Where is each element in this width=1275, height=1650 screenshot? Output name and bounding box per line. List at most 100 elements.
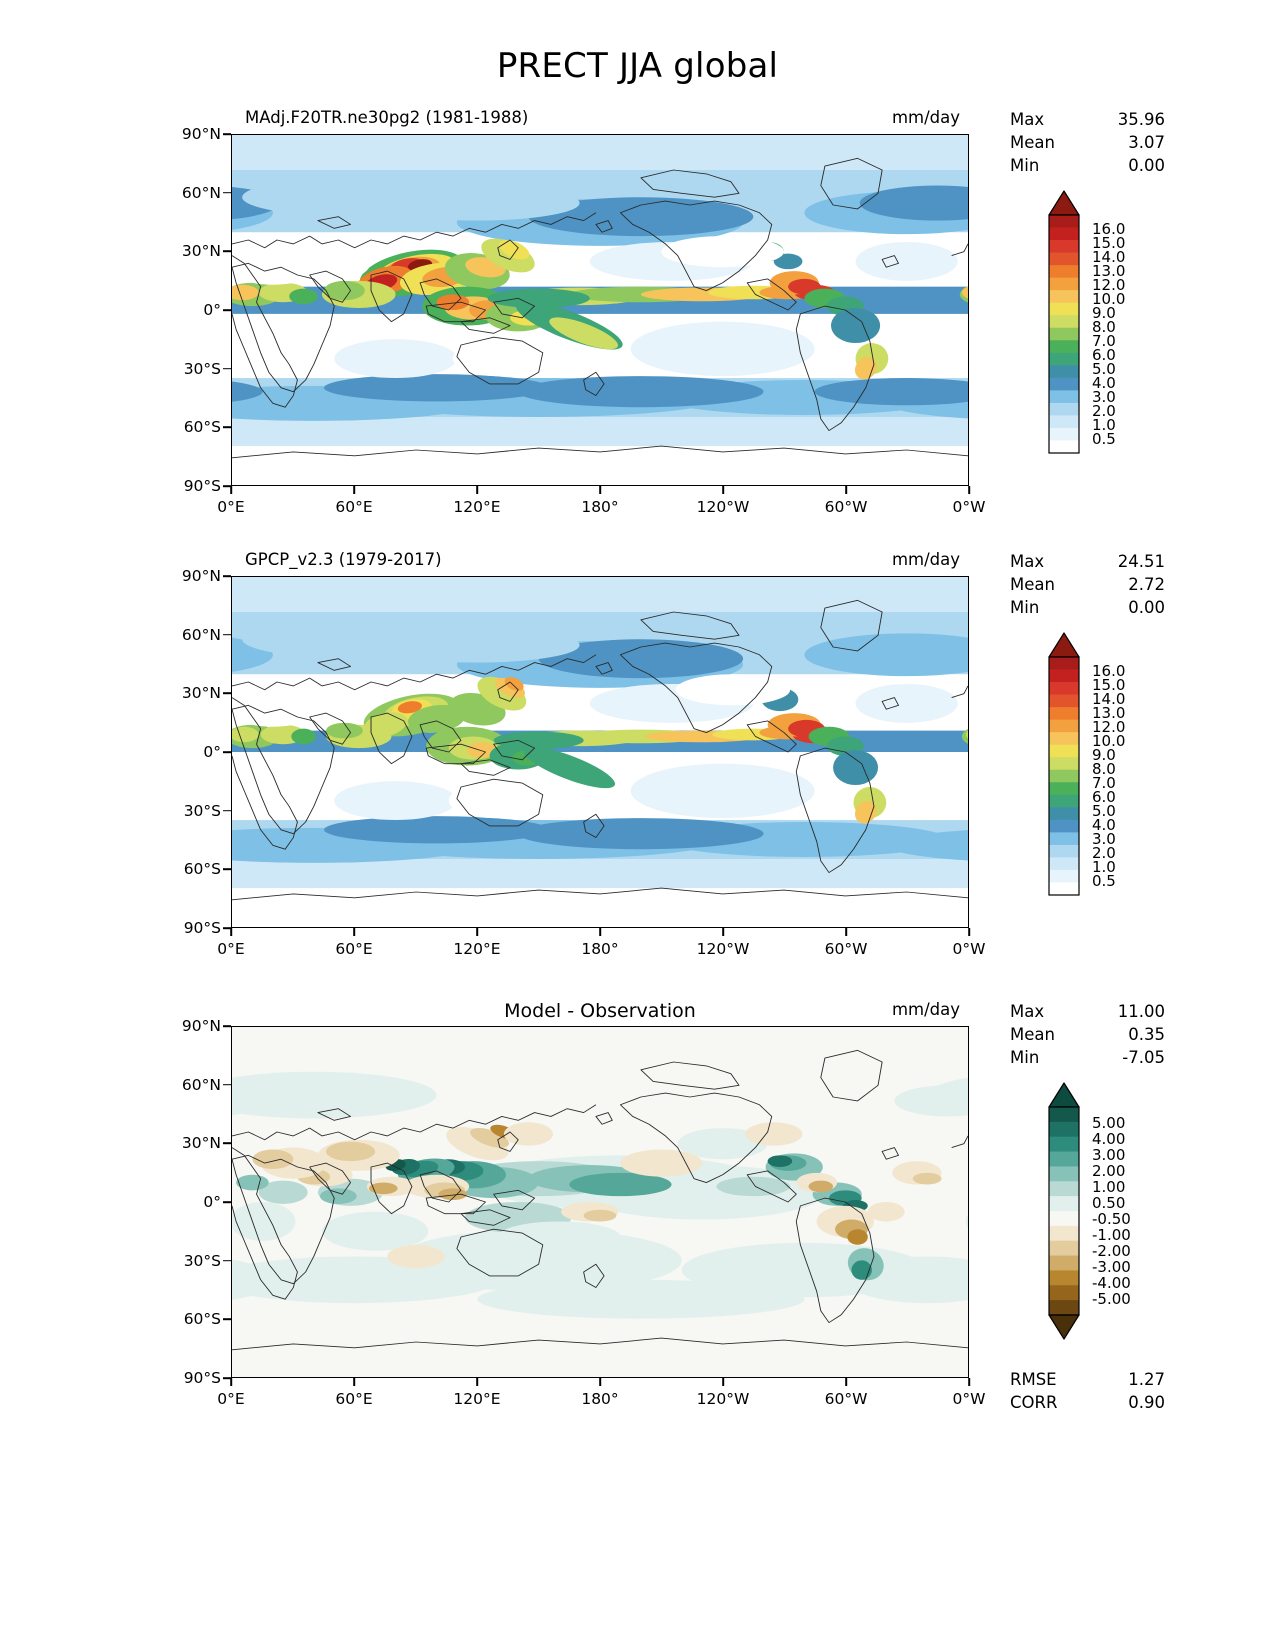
panel-title-model: MAdj.F20TR.ne30pg2 (1981-1988) [245,108,529,127]
colorbar-tick-label: 12.0 [1092,718,1126,736]
y-tick-label: 90°N [181,567,221,585]
colorbar-tick-label: 16.0 [1092,662,1126,680]
map-obs [231,576,969,928]
y-tick-mark [223,868,231,871]
x-tick-mark [476,1378,478,1386]
stat-value: 0.00 [1128,598,1165,617]
y-tick-label: 60°N [181,183,221,202]
y-tick-mark [223,927,231,929]
stat-label: Min [1010,598,1040,617]
x-tick-label: 60°E [335,498,373,516]
y-tick-label: 90°N [181,125,221,143]
x-tick-label: 0°W [952,1390,986,1408]
stat-value: -7.05 [1122,1048,1165,1067]
y-axis-difference: 90°N 60°N 30°N 0° 30°S 60°S 90°S [0,1017,231,1387]
map-svg-difference [232,1027,968,1377]
colorbar-swatches [1048,190,1080,454]
colorbar-tick-label: 3.00 [1092,1146,1126,1164]
stat-label: Max [1010,110,1045,129]
x-tick-label: 60°E [335,940,373,958]
colorbar-tick-label: -2.00 [1092,1242,1131,1260]
map-svg-model [232,135,968,485]
y-tick-label: 60°S [183,1310,221,1329]
y-tick-label: 60°S [183,860,221,879]
colorbar-tick-label: 7.0 [1092,332,1116,350]
y-tick-label: 0° [203,301,221,319]
x-tick-label: 0°W [952,498,986,516]
x-tick-label: 60°W [824,1390,868,1408]
colorbar-tick-label: 10.0 [1092,290,1126,308]
y-tick-label: 30°N [181,1134,221,1153]
colorbar-tick-label: -1.00 [1092,1226,1131,1244]
y-axis-obs: 90°N 60°N 30°N 0° 30°S 60°S 90°S [0,567,231,937]
colorbar-tick-label: 10.0 [1092,732,1126,750]
colorbar-tick-label: 5.0 [1092,802,1116,820]
x-tick-mark [599,928,601,936]
y-tick-mark [223,1318,231,1321]
colorbar-tick-label: 4.00 [1092,1130,1126,1148]
panel-title-obs: GPCP_v2.3 (1979-2017) [245,550,442,569]
x-tick-label: 120°E [453,1390,501,1408]
stat-label: Mean [1010,133,1055,152]
x-tick-label: 120°E [453,498,501,516]
stat-value: 2.72 [1128,575,1165,594]
y-tick-mark [223,751,231,753]
colorbar-tick-label: 8.0 [1092,760,1116,778]
x-tick-mark [230,928,232,936]
colorbar-tick-label: 4.0 [1092,816,1116,834]
x-tick-mark [845,1378,847,1386]
y-tick-mark [223,1025,231,1027]
colorbar-tick-label: 3.0 [1092,388,1116,406]
x-tick-mark [353,486,355,494]
colorbar-tick-label: 6.0 [1092,788,1116,806]
y-tick-mark [223,426,231,429]
x-tick-mark [722,1378,724,1386]
x-tick-label: 180° [581,940,619,958]
x-tick-label: 180° [581,498,619,516]
stat-label: Max [1010,552,1045,571]
colorbar-tick-label: -3.00 [1092,1258,1131,1276]
colorbar-tick-label: 6.0 [1092,346,1116,364]
y-tick-label: 0° [203,1193,221,1211]
x-tick-label: 0°W [952,940,986,958]
y-tick-label: 60°S [183,418,221,437]
x-axis-difference: 0°E 60°E 120°E 180° 120°W 60°W 0°W [217,1378,985,1418]
stat-label: Min [1010,156,1040,175]
x-tick-mark [599,1378,601,1386]
y-tick-mark [223,1142,231,1145]
x-tick-mark [353,928,355,936]
x-tick-label: 120°E [453,940,501,958]
x-tick-mark [722,486,724,494]
colorbar-tick-label: 9.0 [1092,746,1116,764]
colorbar-tick-label: 5.0 [1092,360,1116,378]
colorbar-tick-label: 5.00 [1092,1114,1126,1132]
x-tick-label: 120°W [696,1390,750,1408]
colorbar-swatches [1048,632,1080,896]
y-tick-label: 30°N [181,242,221,261]
y-tick-label: 30°S [183,359,221,378]
x-tick-mark [845,928,847,936]
y-tick-mark [223,1083,231,1086]
colorbar-tick-label: 1.0 [1092,858,1116,876]
y-tick-label: 0° [203,743,221,761]
colorbar-tick-label: 16.0 [1092,220,1126,238]
panel-units-obs: mm/day [891,550,960,569]
y-tick-label: 90°S [183,919,221,937]
colorbar-tick-label: 12.0 [1092,276,1126,294]
stat-value: 35.96 [1117,110,1165,129]
colorbar-tick-label: -4.00 [1092,1274,1131,1292]
y-tick-mark [223,133,231,135]
colorbar-tick-label: -0.50 [1092,1210,1131,1228]
colorbar-tick-label: 9.0 [1092,304,1116,322]
colorbar-tick-label: 0.5 [1092,872,1116,890]
colorbar-tick-label: 14.0 [1092,690,1126,708]
x-tick-mark [722,928,724,936]
colorbar-tick-label: 0.5 [1092,430,1116,448]
x-tick-label: 0°E [217,1390,245,1408]
x-tick-mark [353,1378,355,1386]
colorbar-tick-label: 1.00 [1092,1178,1126,1196]
y-tick-label: 90°N [181,1017,221,1035]
panel-units-model: mm/day [891,108,960,127]
colorbar-tick-label: 2.0 [1092,844,1116,862]
